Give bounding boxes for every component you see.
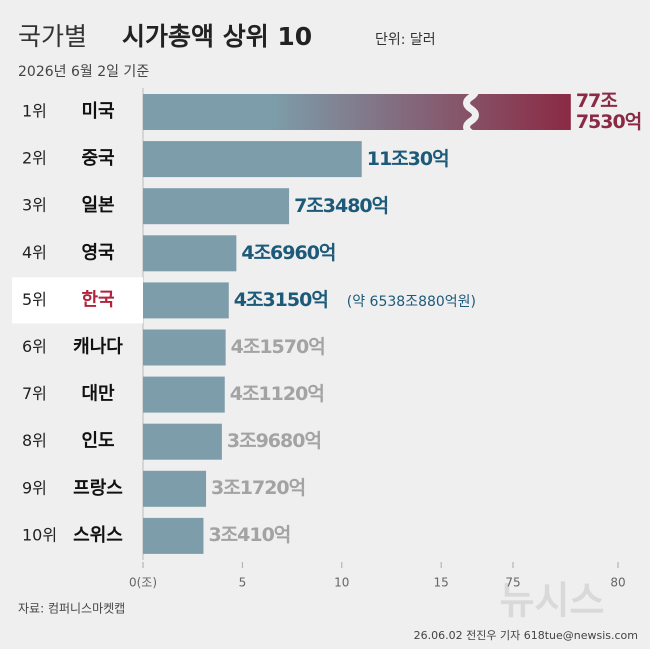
category-label: 영국 [81,242,114,263]
category-label: 미국 [81,101,114,122]
rank-label: 5위 [22,290,47,309]
value-label: 4조3150억 [233,288,329,311]
rank-label: 10위 [22,525,57,544]
x-tick-label: 5 [239,576,247,590]
watermark: 뉴시스 [500,579,605,623]
value-label: 4조1570억 [230,336,326,358]
rank-label: 7위 [22,384,47,403]
title-lead: 국가별 [18,22,87,51]
bar [143,470,207,507]
highlight-row [12,277,143,324]
rank-label: 4위 [22,243,47,262]
row-note: (약 6538조880억원) [346,294,477,311]
unit: 단위: 달러 [375,32,436,48]
bar [143,282,229,319]
category-label: 인도 [81,431,114,452]
x-tick-label: 10 [334,576,349,590]
value-label: 11조30억 [366,147,450,170]
rank-label: 6위 [22,337,47,356]
bar [143,188,290,225]
category-label: 스위스 [73,525,123,546]
category-label: 캐나다 [73,337,123,358]
category-label: 일본 [81,195,114,216]
bar [143,235,237,272]
rank-label: 9위 [22,478,47,497]
rank-label: 8위 [22,431,47,450]
bar [143,517,204,554]
bar [143,423,222,460]
subtitle: 2026년 6월 2일 기준 [18,64,149,80]
category-label: 프랑스 [73,478,123,499]
value-label: 3조410억 [208,524,291,547]
source: 자료: 컴퍼니스마켓캡 [18,602,125,616]
chart-title: 시가총액 상위 10 [122,22,312,51]
bar [143,141,362,178]
x-tick-label: 0(조) [129,576,157,590]
category-label: 대만 [81,384,115,405]
rank-label: 1위 [22,102,47,121]
value-label: 3조1720억 [211,477,306,500]
credit: 26.06.02 전진우 기자 618tue@newsis.com [414,629,638,642]
bar [143,329,226,366]
value-label: 4조6960억 [241,241,336,264]
rank-label: 2위 [22,149,47,168]
category-label: 한국 [81,289,114,310]
bar [143,376,225,413]
axis-break [463,82,479,616]
x-tick-label: 75 [505,576,520,590]
bar [143,94,571,130]
value-label: 4조1120억 [229,383,325,406]
value-label: 77조 7530억 [575,90,642,133]
category-label: 중국 [81,148,114,169]
value-label: 7조3480억 [294,194,389,217]
x-tick-label: 80 [610,576,625,590]
x-tick-label: 15 [434,576,449,590]
value-label: 3조9680억 [226,430,322,453]
rank-label: 3위 [22,196,47,215]
